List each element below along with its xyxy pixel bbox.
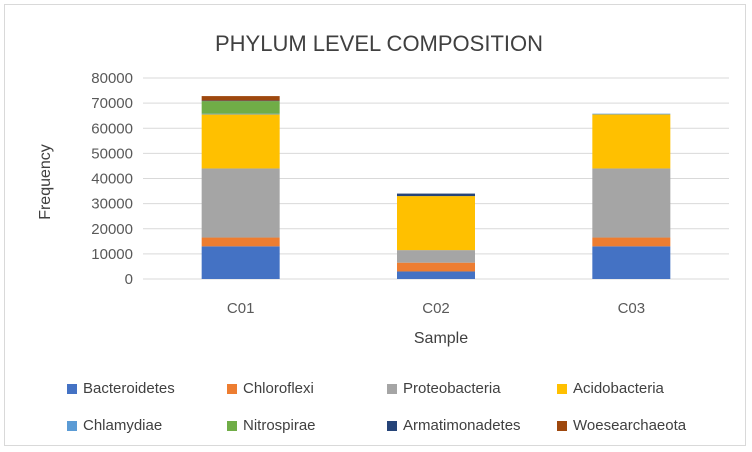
y-tick-label: 80000 bbox=[91, 70, 133, 87]
legend-label: Woesearchaeota bbox=[573, 417, 687, 434]
y-tick-label: 60000 bbox=[91, 120, 133, 137]
bar-segment bbox=[592, 246, 671, 279]
bar-segment bbox=[397, 196, 475, 251]
chart-plot: PHYLUM LEVEL COMPOSITION 0 10000 20000 3000… bbox=[37, 31, 729, 347]
y-axis-label: Frequency bbox=[37, 144, 54, 220]
bar-segment bbox=[201, 101, 280, 114]
chart-title: PHYLUM LEVEL COMPOSITION bbox=[215, 31, 543, 56]
legend-swatch bbox=[557, 420, 567, 431]
bar-segment bbox=[201, 113, 280, 115]
legend-item: Nitrospirae bbox=[227, 417, 316, 434]
legend-label: Proteobacteria bbox=[403, 380, 501, 397]
legend-label: Armatimonadetes bbox=[403, 417, 521, 434]
x-axis-label: Sample bbox=[414, 330, 468, 347]
bar-segment bbox=[201, 237, 280, 247]
y-tick-label: 50000 bbox=[91, 145, 133, 162]
bar-segment bbox=[592, 114, 671, 169]
bar-segment bbox=[201, 168, 280, 238]
legend-swatch bbox=[67, 420, 77, 431]
legend-item: Chloroflexi bbox=[227, 380, 314, 397]
x-tick-label: C02 bbox=[422, 300, 450, 317]
x-tick-label: C01 bbox=[227, 300, 255, 317]
legend-item: Woesearchaeota bbox=[557, 417, 686, 434]
bar-segment bbox=[592, 168, 671, 238]
legend-label: Bacteroidetes bbox=[83, 380, 175, 397]
legend-item: Proteobacteria bbox=[387, 380, 501, 397]
legend-swatch bbox=[67, 383, 77, 394]
legend-swatch bbox=[227, 420, 237, 431]
bar-segment bbox=[592, 113, 671, 115]
legend-swatch bbox=[557, 383, 567, 394]
legend-label: Chloroflexi bbox=[243, 380, 314, 397]
y-tick-label: 70000 bbox=[91, 95, 133, 112]
legend-item: Bacteroidetes bbox=[67, 380, 175, 397]
legend-label: Acidobacteria bbox=[573, 380, 664, 397]
legend-label: Chlamydiae bbox=[83, 417, 163, 434]
legend-swatch bbox=[387, 420, 397, 431]
y-tick-label: 20000 bbox=[91, 221, 133, 238]
legend-swatch bbox=[227, 383, 237, 394]
legend-item: Acidobacteria bbox=[557, 380, 664, 397]
bar-segment bbox=[397, 193, 475, 197]
bar-segment bbox=[201, 100, 280, 102]
bar-segment bbox=[397, 250, 475, 263]
y-tick-label: 0 bbox=[125, 271, 133, 288]
legend-label: Nitrospirae bbox=[243, 417, 316, 434]
bar-segment bbox=[397, 262, 475, 272]
y-tick-label: 30000 bbox=[91, 196, 133, 213]
chart-frame: PHYLUM LEVEL COMPOSITION 0 10000 20000 3000… bbox=[4, 4, 746, 446]
y-tick-label: 10000 bbox=[91, 246, 133, 263]
legend-swatch bbox=[387, 383, 397, 394]
bar-segment bbox=[592, 237, 671, 247]
legend-item: Chlamydiae bbox=[67, 417, 162, 434]
bar-segment bbox=[397, 271, 475, 279]
x-tick-label: C03 bbox=[618, 300, 646, 317]
y-tick-label: 40000 bbox=[91, 171, 133, 188]
bar-segment bbox=[201, 114, 280, 169]
legend-item: Armatimonadetes bbox=[387, 417, 521, 434]
bar-segment bbox=[201, 96, 280, 101]
bar-segment bbox=[201, 246, 280, 279]
